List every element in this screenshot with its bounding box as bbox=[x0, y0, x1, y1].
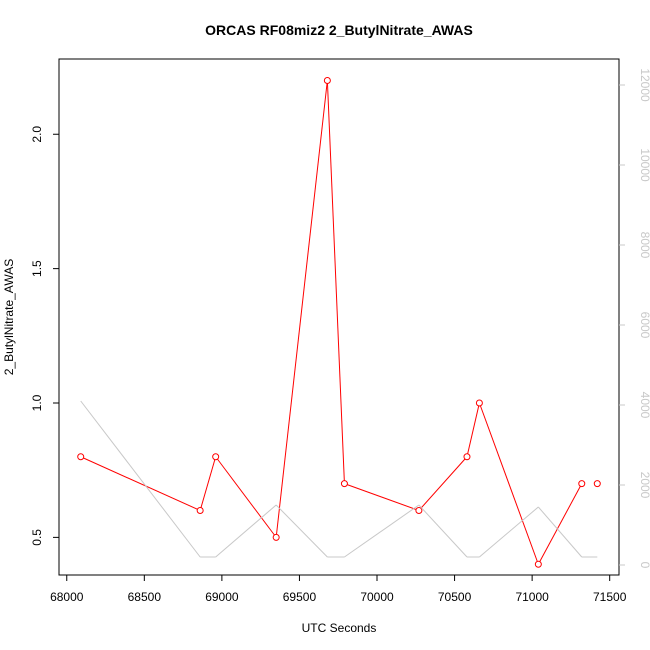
series-1-point bbox=[534, 560, 542, 568]
y2-axis-right: 0 2000 4000 6000 8000 10000 12000 bbox=[619, 68, 650, 569]
series-1-point bbox=[463, 453, 471, 461]
series-1-segment bbox=[466, 402, 480, 457]
series-1-point bbox=[272, 533, 280, 541]
series-1-point bbox=[415, 507, 423, 514]
y2-tick-label: 12000 bbox=[638, 68, 650, 102]
series-1-segment bbox=[478, 402, 539, 565]
x-tick-label: 68500 bbox=[128, 590, 162, 604]
y2-tick-label: 4000 bbox=[638, 392, 650, 419]
series-2-segment bbox=[344, 504, 420, 558]
chart-title: ORCAS RF08miz2 2_ButylNitrate_AWAS bbox=[205, 22, 473, 38]
y2-tick-label: 8000 bbox=[638, 232, 650, 259]
series-1-point bbox=[77, 453, 85, 461]
series-1-point bbox=[593, 480, 601, 488]
series-2-segment bbox=[537, 506, 583, 558]
y-tick-label: 0.5 bbox=[30, 529, 44, 546]
plot-frame bbox=[58, 58, 620, 576]
series-1-point bbox=[340, 480, 348, 488]
y2-tick-label: 10000 bbox=[638, 148, 650, 182]
series-layer bbox=[77, 77, 601, 568]
series-1-point bbox=[196, 507, 204, 514]
series-1-segment bbox=[275, 80, 328, 538]
y2-tick-label: 6000 bbox=[638, 312, 650, 339]
series-1-segment bbox=[199, 456, 217, 511]
y-tick-label: 1.5 bbox=[30, 260, 44, 277]
series-1-segment bbox=[215, 456, 277, 538]
x-axis-label: UTC Seconds bbox=[302, 621, 377, 635]
x-tick-label: 71000 bbox=[515, 590, 549, 604]
series-2-segment bbox=[479, 506, 539, 558]
series-2-segment bbox=[215, 504, 277, 558]
series-1-segment bbox=[344, 483, 420, 511]
x-tick-label: 70000 bbox=[360, 590, 394, 604]
series-1-segment bbox=[326, 80, 345, 484]
y2-tick-label: 2000 bbox=[638, 472, 650, 499]
series-1-segment bbox=[418, 456, 468, 511]
y-tick-label: 2.0 bbox=[30, 126, 44, 143]
series-2-segment bbox=[275, 504, 328, 558]
series-1-point bbox=[475, 399, 483, 407]
series-1-segment bbox=[537, 483, 583, 565]
x-tick-label: 69500 bbox=[283, 590, 317, 604]
y-tick-label: 1.0 bbox=[30, 394, 44, 411]
series-1-point bbox=[578, 480, 586, 488]
x-tick-label: 70500 bbox=[438, 590, 472, 604]
x-tick-label: 69000 bbox=[205, 590, 239, 604]
x-tick-label: 71500 bbox=[593, 590, 627, 604]
y2-tick-label: 0 bbox=[638, 562, 650, 569]
series-2-segment bbox=[80, 400, 201, 558]
series-1-segment bbox=[80, 456, 201, 511]
series-1-point bbox=[212, 453, 220, 461]
series-1-point bbox=[323, 77, 331, 84]
y-axis: 0.5 1.0 1.5 2.0 bbox=[30, 126, 59, 546]
series-2-segment bbox=[418, 504, 468, 558]
x-axis: 68000 68500 69000 69500 70000 70500 71000 71500 bbox=[50, 575, 627, 604]
y-axis-label: 2_ButylNitrate_AWAS bbox=[2, 259, 16, 376]
x-tick-label: 68000 bbox=[50, 590, 84, 604]
